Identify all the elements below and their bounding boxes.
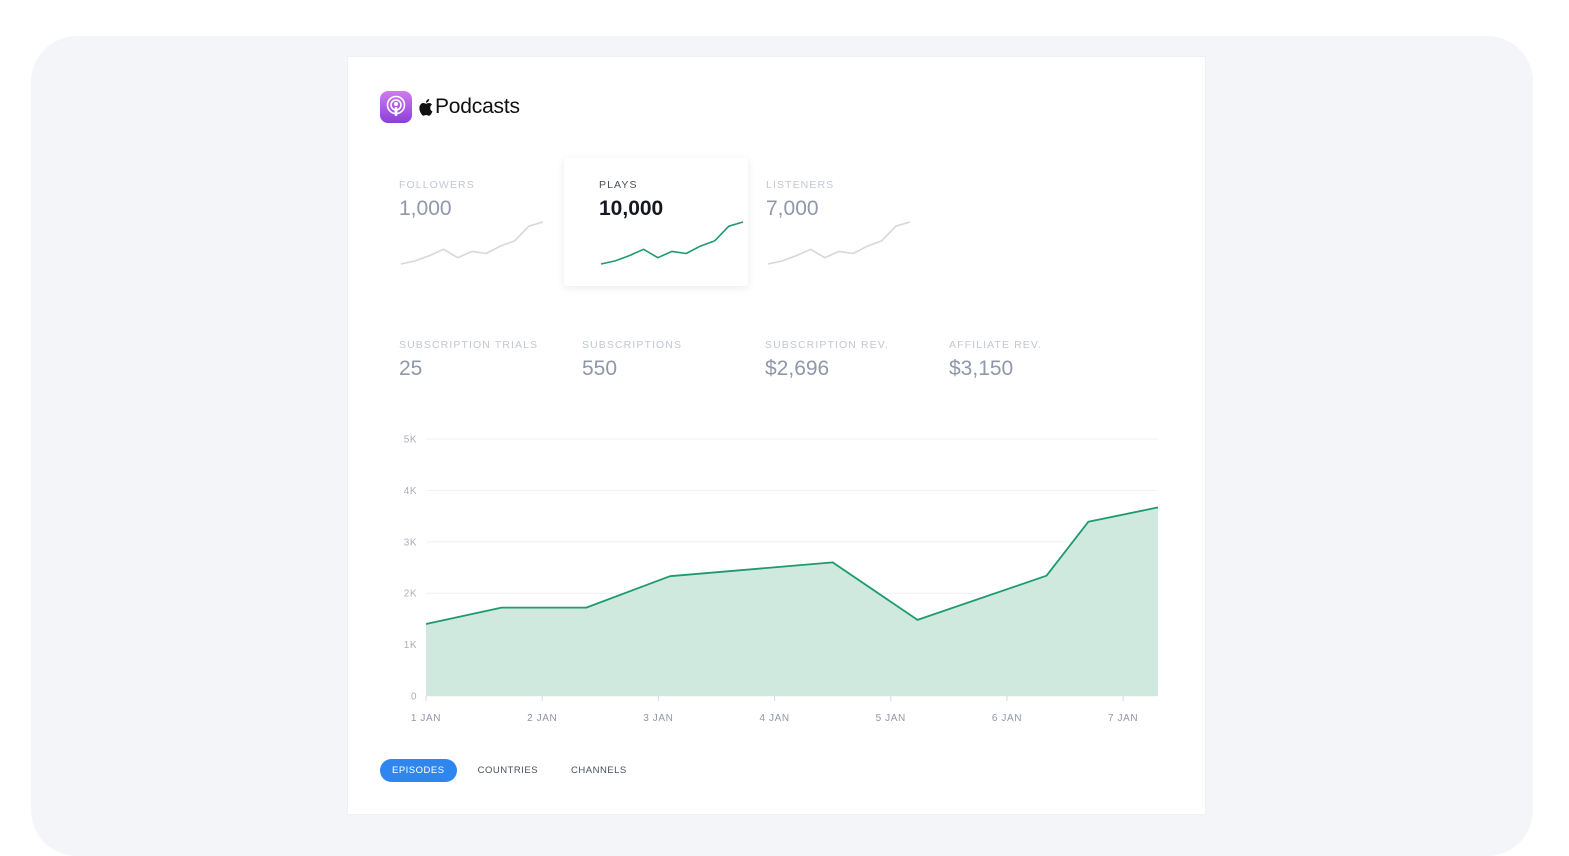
sparkline-line [767,221,911,265]
breakdown-tabs: EPISODES COUNTRIES CHANNELS [380,759,648,782]
podcasts-app-icon [380,91,412,123]
y-tick-label: 5K [404,435,417,446]
stat-value: $3,150 [949,357,1014,380]
x-tick-label: 4 JAN [759,713,789,724]
stat-subscriptions: SUBSCRIPTIONS 550 [582,338,682,382]
sparkline-line [600,221,744,265]
metric-value: 10,000 [599,197,664,220]
stat-affiliate-revenue: AFFILIATE REV. $3,150 [949,338,1042,382]
x-tick-label: 6 JAN [992,713,1022,724]
y-tick-label: 3K [404,537,417,548]
metric-label: FOLLOWERS [399,179,475,191]
podcasts-analytics-card: Podcasts FOLLOWERS 1,000 PLAYS 10,000 LI… [348,57,1205,814]
stat-value: 550 [582,357,618,380]
stat-label: AFFILIATE REV. [949,339,1043,351]
metric-followers[interactable]: FOLLOWERS 1,000 [364,158,548,286]
stat-subscription-trials: SUBSCRIPTION TRIALS 25 [399,338,538,382]
sparkline-line [400,221,544,265]
stat-subscription-revenue: SUBSCRIPTION REV. $2,696 [765,338,889,382]
followers-sparkline [400,221,544,265]
stat-label: SUBSCRIPTION TRIALS [399,339,539,351]
x-tick-label: 1 JAN [411,713,441,724]
tab-episodes[interactable]: EPISODES [380,759,457,782]
brand-header: Podcasts [380,91,520,123]
metric-listeners[interactable]: LISTENERS 7,000 [731,158,915,286]
stat-value: 25 [399,357,423,380]
tab-channels[interactable]: CHANNELS [571,765,627,776]
x-tick-label: 2 JAN [527,713,557,724]
metric-value: 7,000 [766,197,819,220]
y-tick-label: 4K [404,486,417,497]
y-tick-label: 0 [411,692,417,703]
series-line [425,506,1159,625]
x-tick-label: 3 JAN [643,713,673,724]
metric-label: LISTENERS [766,179,835,191]
stat-label: SUBSCRIPTIONS [582,339,683,351]
y-tick-label: 2K [404,589,417,600]
metric-plays[interactable]: PLAYS 10,000 [564,158,748,286]
metric-value: 1,000 [399,197,452,220]
listeners-sparkline [767,221,911,265]
plays-area-chart: 0 1K 2K 3K 4K 5K 1 JAN 2 JAN 3 JAN 4 JAN 5 JAN 6 JA… [404,435,1159,724]
brand-name: Podcasts [435,95,520,118]
plays-sparkline [600,221,744,265]
stat-label: SUBSCRIPTION REV. [765,339,889,351]
metric-label: PLAYS [599,179,638,191]
apple-logo-icon [418,98,433,116]
tab-countries[interactable]: COUNTRIES [477,765,539,776]
y-tick-label: 1K [404,640,417,651]
stat-value: $2,696 [765,357,830,380]
x-tick-label: 7 JAN [1108,713,1138,724]
x-tick-label: 5 JAN [876,713,906,724]
area-fill [426,507,1158,696]
